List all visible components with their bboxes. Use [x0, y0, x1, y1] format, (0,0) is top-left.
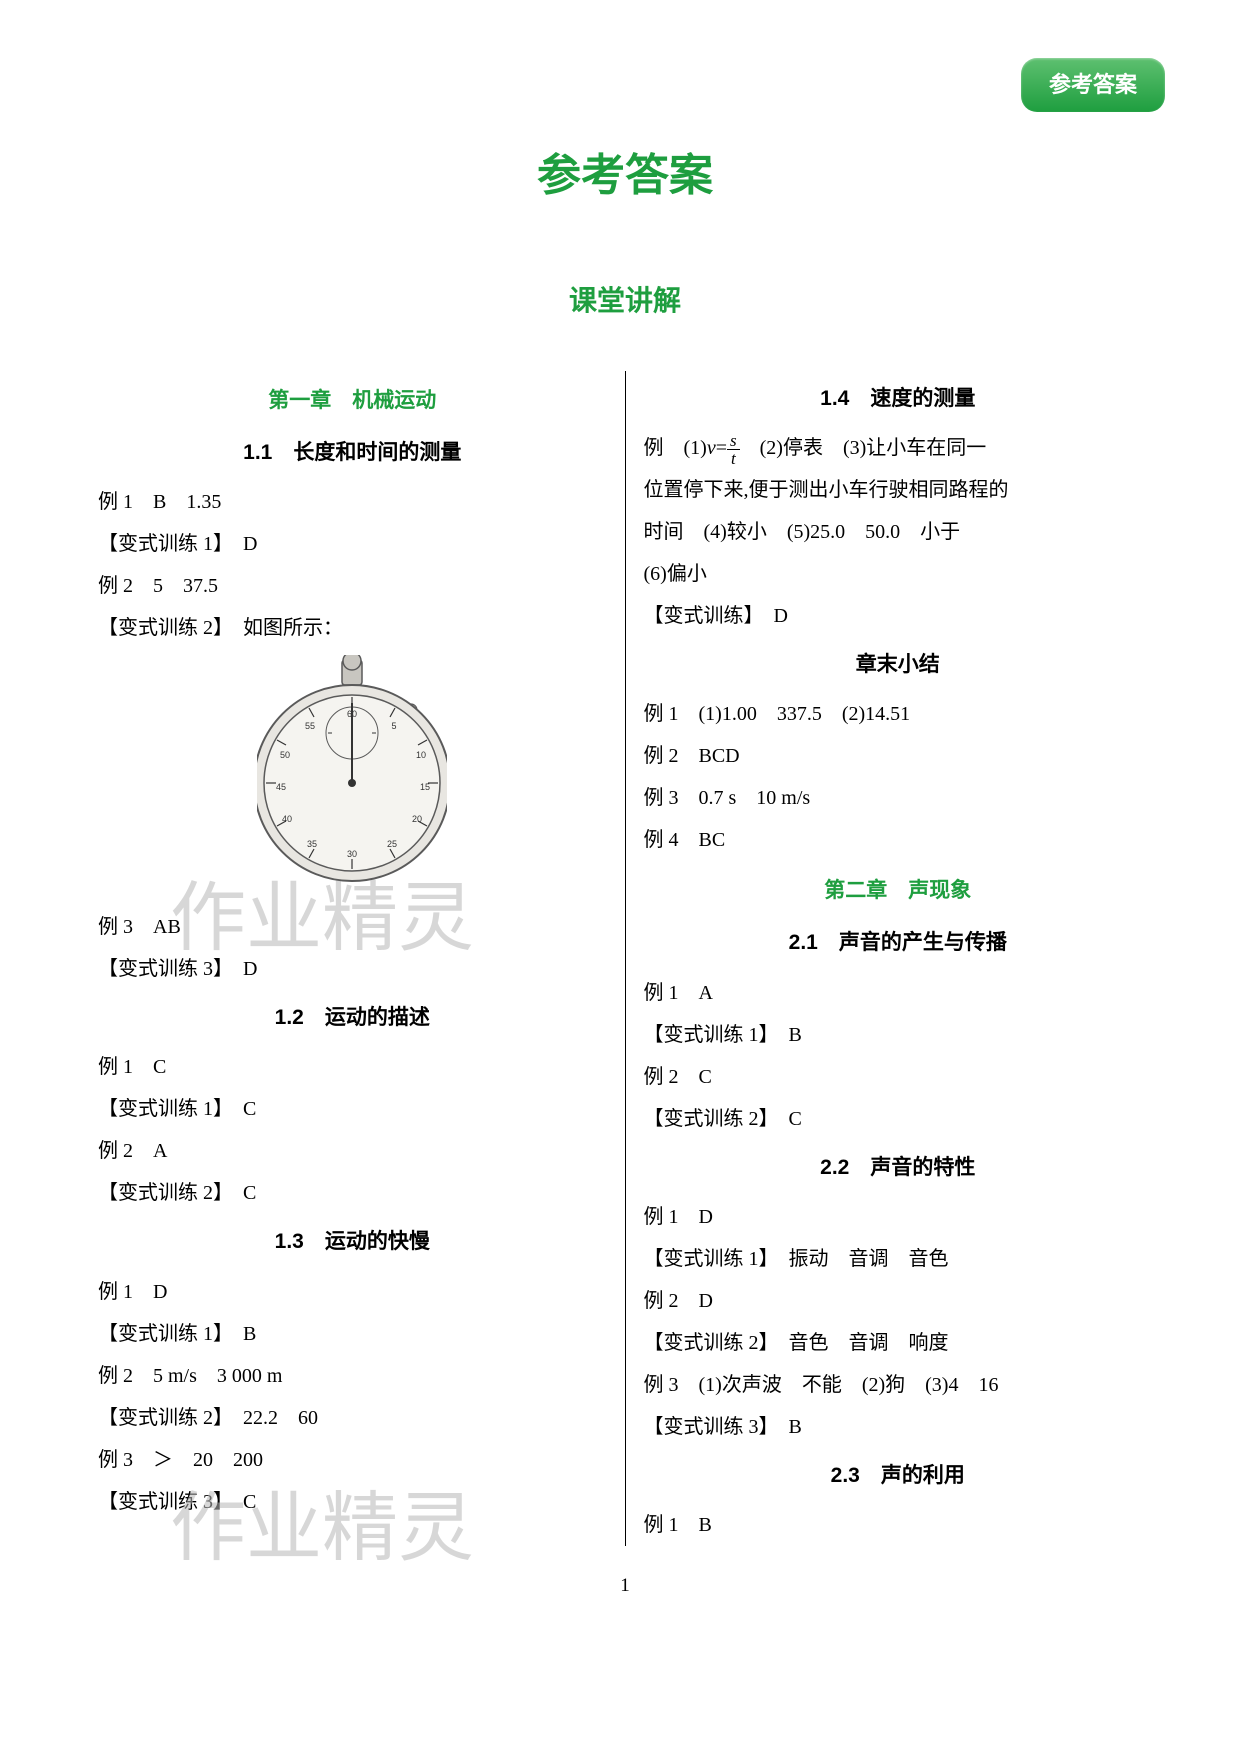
answer-line: 例 2 BCD — [644, 735, 1153, 777]
answer-line: 例 1 A — [644, 972, 1153, 1014]
svg-text:45: 45 — [276, 782, 286, 792]
answer-line: 【变式训练 3】 C — [98, 1481, 607, 1523]
answer-line: 例 1 C — [98, 1046, 607, 1088]
answer-line: 【变式训练 1】 B — [644, 1014, 1153, 1056]
content-columns: 第一章 机械运动 1.1 长度和时间的测量 例 1 B 1.35 【变式训练 1… — [80, 371, 1170, 1546]
answer-line: 例 4 BC — [644, 819, 1153, 861]
answer-line: 【变式训练 1】 振动 音调 音色 — [644, 1238, 1153, 1280]
svg-text:20: 20 — [412, 814, 422, 824]
section-title: 2.1 声音的产生与传播 — [644, 921, 1153, 965]
answer-line: 【变式训练 3】 D — [98, 948, 607, 990]
answer-line: 【变式训练 3】 B — [644, 1406, 1153, 1448]
answer-line: 例 3 (1)次声波 不能 (2)狗 (3)4 16 — [644, 1364, 1153, 1406]
answer-line: 例 2 C — [644, 1056, 1153, 1098]
page-number: 1 — [80, 1566, 1170, 1606]
svg-text:40: 40 — [282, 814, 292, 824]
stopwatch-figure: 60 5 10 15 20 25 30 35 40 45 50 55 — [98, 655, 607, 900]
section-title: 1.3 运动的快慢 — [98, 1220, 607, 1264]
stopwatch-icon: 60 5 10 15 20 25 30 35 40 45 50 55 — [257, 655, 447, 885]
answer-line: 【变式训练 2】 C — [644, 1098, 1153, 1140]
answer-line: 例 2 5 37.5 — [98, 565, 607, 607]
answer-line: 例 1 D — [644, 1196, 1153, 1238]
section-title: 1.4 速度的测量 — [644, 377, 1153, 421]
svg-text:35: 35 — [307, 839, 317, 849]
svg-text:55: 55 — [305, 721, 315, 731]
answer-line: 【变式训练 2】 C — [98, 1172, 607, 1214]
section-title: 2.3 声的利用 — [644, 1454, 1153, 1498]
equals: = — [716, 437, 727, 459]
text: 例 (1) — [644, 437, 707, 459]
svg-text:50: 50 — [280, 750, 290, 760]
answer-line: 【变式训练 2】 音色 音调 响度 — [644, 1322, 1153, 1364]
answer-line: 【变式训练 1】 D — [98, 523, 607, 565]
text: (2)停表 (3)让小车在同一 — [740, 437, 987, 459]
svg-text:10: 10 — [416, 750, 426, 760]
section-title: 1.1 长度和时间的测量 — [98, 431, 607, 475]
answer-line: 位置停下来,便于测出小车行驶相同路程的 — [644, 469, 1153, 511]
answer-line: 【变式训练】 D — [644, 595, 1153, 637]
chapter-title: 第一章 机械运动 — [98, 379, 607, 423]
chapter-title: 第二章 声现象 — [644, 869, 1153, 913]
answer-line: 例 1 B 1.35 — [98, 481, 607, 523]
answer-line: 【变式训练 1】 C — [98, 1088, 607, 1130]
answer-line: 【变式训练 2】 如图所示： — [98, 607, 607, 649]
svg-text:25: 25 — [387, 839, 397, 849]
section-title: 章末小结 — [644, 643, 1153, 687]
answer-line: 【变式训练 2】 22.2 60 — [98, 1397, 607, 1439]
denominator: t — [727, 450, 740, 467]
answer-line: 例 2 A — [98, 1130, 607, 1172]
left-column: 第一章 机械运动 1.1 长度和时间的测量 例 1 B 1.35 【变式训练 1… — [80, 371, 626, 1546]
numerator: s — [727, 432, 740, 450]
answer-line: 例 1 (1)1.00 337.5 (2)14.51 — [644, 693, 1153, 735]
var-v: v — [707, 437, 716, 459]
svg-text:15: 15 — [420, 782, 430, 792]
main-title: 参考答案 — [80, 130, 1170, 222]
section-title: 2.2 声音的特性 — [644, 1146, 1153, 1190]
answer-line: 例 1 B — [644, 1504, 1153, 1546]
answer-line: 例 3 0.7 s 10 m/s — [644, 777, 1153, 819]
answer-line: 时间 (4)较小 (5)25.0 50.0 小于 — [644, 511, 1153, 553]
sub-title: 课堂讲解 — [80, 272, 1170, 331]
svg-text:5: 5 — [392, 721, 397, 731]
answer-line: 例 1 D — [98, 1271, 607, 1313]
answer-line: 例 (1)v=st (2)停表 (3)让小车在同一 — [644, 427, 1153, 469]
section-title: 1.2 运动的描述 — [98, 996, 607, 1040]
answer-line: 例 3 ＞ 20 200 — [98, 1439, 607, 1481]
answer-line: 例 2 D — [644, 1280, 1153, 1322]
answer-line: (6)偏小 — [644, 553, 1153, 595]
right-column: 1.4 速度的测量 例 (1)v=st (2)停表 (3)让小车在同一 位置停下… — [626, 371, 1171, 1546]
answer-line: 例 2 5 m/s 3 000 m — [98, 1355, 607, 1397]
header-badge: 参考答案 — [1021, 58, 1165, 112]
answer-line: 【变式训练 1】 B — [98, 1313, 607, 1355]
fraction: st — [727, 432, 740, 467]
svg-text:30: 30 — [347, 849, 357, 859]
answer-line: 例 3 AB — [98, 906, 607, 948]
